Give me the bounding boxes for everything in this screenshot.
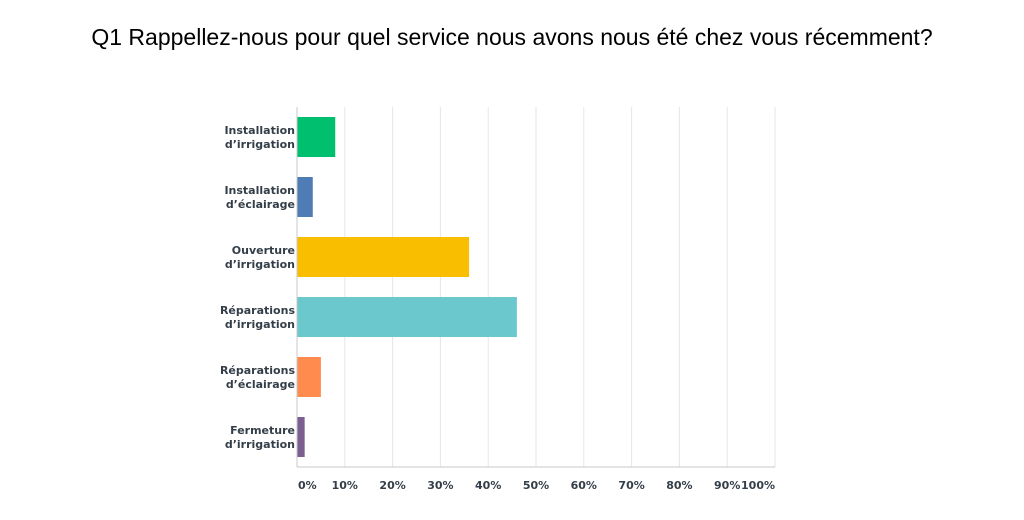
x-tick-labels: 0% 10% 20% 30% 40% 50% 60% 70% 80% 90% 100% <box>298 479 775 492</box>
x-tick-label: 70% <box>618 479 644 492</box>
bar <box>297 237 470 277</box>
bars <box>297 117 517 457</box>
category-labels: Installation d’irrigation Installation d’éc… <box>220 124 295 451</box>
x-tick-label: 20% <box>379 479 405 492</box>
bar <box>297 417 305 457</box>
bar <box>297 297 517 337</box>
chart-title: Q1 Rappellez-nous pour quel service nous… <box>91 24 933 50</box>
x-tick-label: 50% <box>523 479 549 492</box>
x-tick-label: 90% <box>714 479 740 492</box>
category-label: Installation d’irrigation <box>224 124 295 151</box>
category-label: Fermeture d’irrigation <box>225 424 295 451</box>
category-label: Réparations d’éclairage <box>220 364 295 391</box>
bar <box>297 357 321 397</box>
category-label: Ouverture d’irrigation <box>225 244 295 271</box>
category-label: Installation d’éclairage <box>224 184 295 211</box>
category-label: Réparations d’irrigation <box>220 304 295 331</box>
bar <box>297 117 336 157</box>
x-tick-label: 80% <box>666 479 692 492</box>
bar <box>297 177 313 217</box>
x-tick-label: 60% <box>571 479 597 492</box>
x-tick-label: 0% <box>298 479 317 492</box>
x-tick-label: 30% <box>427 479 453 492</box>
axes <box>296 107 775 468</box>
grid-lines <box>344 107 776 467</box>
x-tick-label: 10% <box>332 479 358 492</box>
x-tick-label: 100% <box>741 479 775 492</box>
x-tick-label: 40% <box>475 479 501 492</box>
